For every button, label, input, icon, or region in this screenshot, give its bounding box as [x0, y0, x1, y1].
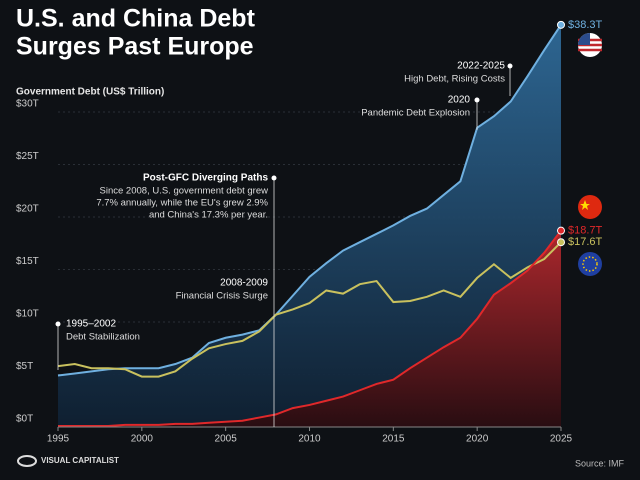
- annotation-title: 2020: [448, 95, 471, 106]
- y-tick-label: $20T: [16, 204, 39, 215]
- end-marker: [557, 20, 565, 29]
- annotation-dot: [271, 175, 277, 181]
- end-label: $18.7T: [568, 225, 603, 237]
- annotation-text: Pandemic Debt Explosion: [361, 108, 470, 119]
- x-tick-label: 2025: [550, 434, 573, 445]
- annotation-text: and China's 17.3% per year.: [149, 210, 268, 221]
- x-tick-label: 2005: [215, 434, 238, 445]
- y-tick-label: $15T: [16, 256, 39, 267]
- flag-china: [578, 195, 602, 219]
- annotation-title: 1995–2002: [66, 319, 116, 330]
- y-axis-label: Government Debt (US$ Trillion): [16, 87, 164, 98]
- x-tick-label: 2010: [298, 434, 321, 445]
- annotation-text: Financial Crisis Surge: [176, 291, 268, 302]
- annotation-text: Debt Stabilization: [66, 332, 140, 343]
- series-line: [58, 230, 562, 427]
- annotation-text: Since 2008, U.S. government debt grew: [100, 186, 269, 197]
- y-tick-label: $5T: [16, 361, 33, 372]
- plot-area: [57, 24, 562, 428]
- annotation-dot: [507, 63, 513, 69]
- annotation-text: High Debt, Rising Costs: [404, 74, 505, 85]
- y-tick-label: $10T: [16, 309, 39, 320]
- annotation-title: 2022-2025: [457, 61, 505, 72]
- logo-text: VISUAL CAPITALIST: [41, 456, 119, 465]
- x-tick-label: 2000: [131, 434, 154, 445]
- annotation-title: 2008-2009: [220, 278, 268, 289]
- flag-us: [578, 33, 602, 57]
- end-label: $38.3T: [568, 19, 603, 31]
- logo: VISUAL CAPITALIST: [17, 455, 119, 467]
- annotation-dot: [55, 321, 61, 327]
- chart-title: U.S. and China Debt: [16, 5, 256, 33]
- x-tick-label: 2015: [382, 434, 405, 445]
- annotation-dot: [474, 97, 480, 103]
- y-tick-label: $30T: [16, 99, 39, 110]
- end-marker: [557, 226, 565, 235]
- end-marker: [557, 238, 565, 247]
- chart-title: Surges Past Europe: [16, 33, 254, 61]
- flag-eu: [578, 252, 602, 276]
- series-line: [57, 241, 562, 378]
- source: Source: IMF: [575, 458, 625, 468]
- series-area: [58, 230, 561, 427]
- end-label: $17.6T: [568, 236, 603, 248]
- x-tick-label: 1995: [47, 434, 70, 445]
- y-tick-label: $0T: [16, 414, 33, 425]
- annotation-title: Post-GFC Diverging Paths: [143, 173, 268, 184]
- y-tick-label: $25T: [16, 151, 39, 162]
- x-tick-label: 2020: [466, 434, 489, 445]
- series-area: [58, 24, 561, 427]
- annotation-text: 7.7% annually, while the EU's grew 2.9%: [96, 198, 268, 209]
